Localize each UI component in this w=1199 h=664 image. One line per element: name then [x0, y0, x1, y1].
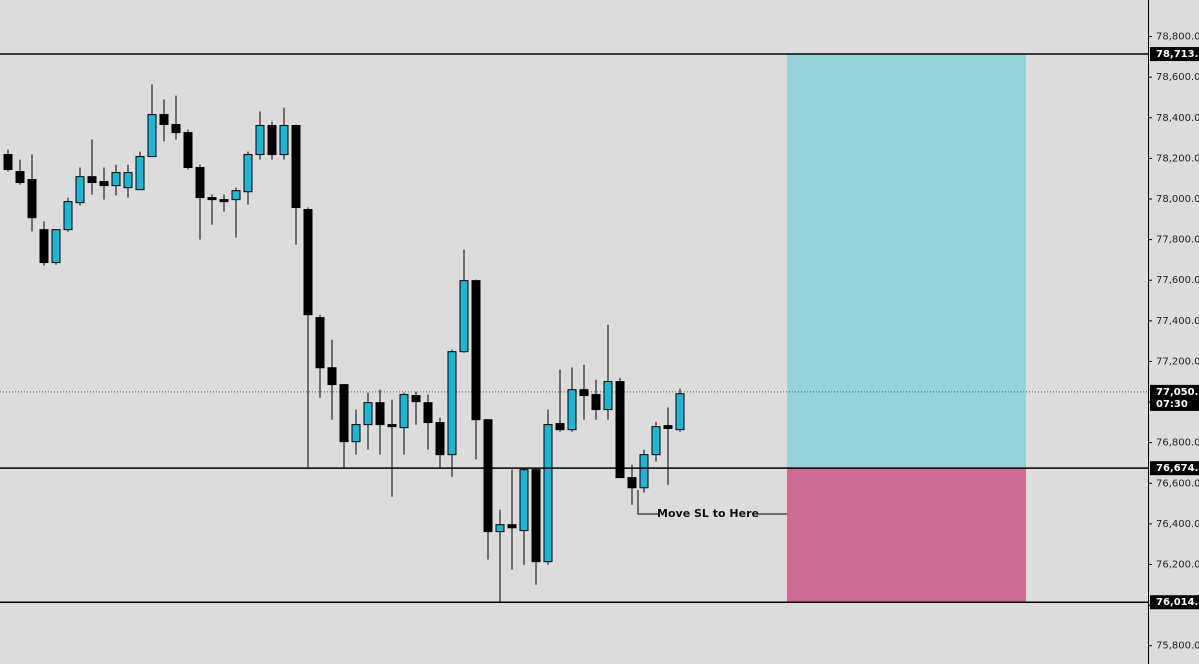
candle-body	[543, 424, 553, 563]
level-label-box	[1150, 461, 1199, 476]
candle-body	[639, 454, 649, 489]
level-label: 78,713.8	[1156, 49, 1199, 60]
candle-body	[411, 395, 421, 403]
candle-body	[255, 124, 265, 156]
candle-body	[579, 389, 589, 397]
y-tick-label: 78,400.0	[1156, 113, 1199, 124]
y-tick-label: 78,600.0	[1156, 72, 1199, 83]
level-label: 76,014.2	[1156, 597, 1199, 608]
candle-body	[87, 176, 97, 184]
candle-body	[339, 384, 349, 443]
y-tick-label: 78,200.0	[1156, 153, 1199, 164]
candle-body	[423, 402, 433, 424]
y-tick-label: 77,400.0	[1156, 316, 1199, 327]
candle-body	[63, 201, 73, 231]
candle-body	[147, 114, 157, 158]
level-label-box	[1150, 47, 1199, 62]
candle-body	[75, 176, 85, 204]
candle-body	[615, 381, 625, 479]
loss-zone	[787, 468, 1026, 603]
y-tick-label: 77,200.0	[1156, 356, 1199, 367]
candle-body	[567, 389, 577, 431]
candle-body	[159, 114, 169, 125]
candle-body	[435, 422, 445, 456]
candle-body	[531, 469, 541, 563]
annotation-line	[637, 490, 660, 515]
candle-body	[231, 190, 241, 201]
candle-body	[447, 351, 457, 456]
candle-body	[267, 124, 277, 156]
candle-body	[111, 172, 121, 187]
candle-body	[27, 179, 37, 219]
candle-body	[591, 394, 601, 411]
candle-body	[3, 154, 13, 171]
candle-body	[171, 123, 181, 134]
last-price-box	[1150, 384, 1199, 411]
y-tick-label: 76,600.0	[1156, 478, 1199, 489]
price-axis	[1148, 0, 1199, 664]
candle-body	[135, 156, 145, 191]
y-tick-label: 77,600.0	[1156, 275, 1199, 286]
candle-body	[219, 199, 229, 203]
candle-body	[123, 172, 133, 189]
candle-body	[495, 524, 505, 533]
candle-body	[555, 423, 565, 431]
candle-body	[483, 419, 493, 533]
candle-body	[387, 424, 397, 428]
candle-body	[279, 124, 289, 156]
y-tick-label: 76,200.0	[1156, 560, 1199, 571]
candle-body	[663, 425, 673, 429]
candle-body	[363, 402, 373, 426]
candle-body	[651, 426, 661, 456]
candle-body	[351, 424, 361, 443]
candle-body	[195, 167, 205, 199]
y-tick-label: 75,800.0	[1156, 641, 1199, 652]
candle-body	[15, 171, 25, 184]
candle-body	[303, 209, 313, 316]
y-tick-label: 78,800.0	[1156, 32, 1199, 43]
y-tick-label: 78,000.0	[1156, 194, 1199, 205]
candle-body	[627, 477, 637, 489]
y-tick-label: 76,800.0	[1156, 438, 1199, 449]
candle-body	[399, 394, 409, 429]
candle-body	[471, 280, 481, 421]
candle-body	[99, 181, 109, 187]
candle-body	[51, 229, 61, 264]
candle-body	[375, 402, 385, 426]
y-tick-label: 76,400.0	[1156, 519, 1199, 530]
candle-body	[243, 154, 253, 193]
candle-body	[291, 124, 301, 209]
candle-body	[507, 524, 517, 529]
profit-zone	[787, 54, 1026, 469]
last-price-label: 77,050.0	[1156, 387, 1199, 398]
candle-body	[675, 393, 685, 431]
candle-body	[459, 280, 469, 353]
y-tick-label: 77,800.0	[1156, 235, 1199, 246]
candle-body	[603, 381, 613, 411]
candle-body	[519, 469, 529, 532]
candle-body	[327, 367, 337, 386]
level-label: 76,674.4	[1156, 463, 1199, 474]
candle-body	[207, 197, 217, 201]
candle-body	[39, 229, 49, 264]
level-label-box	[1150, 595, 1199, 610]
candle-body	[315, 317, 325, 369]
annotation-text: Move SL to Here	[657, 507, 759, 520]
countdown: 07:30	[1156, 399, 1188, 410]
candle-body	[183, 132, 193, 169]
